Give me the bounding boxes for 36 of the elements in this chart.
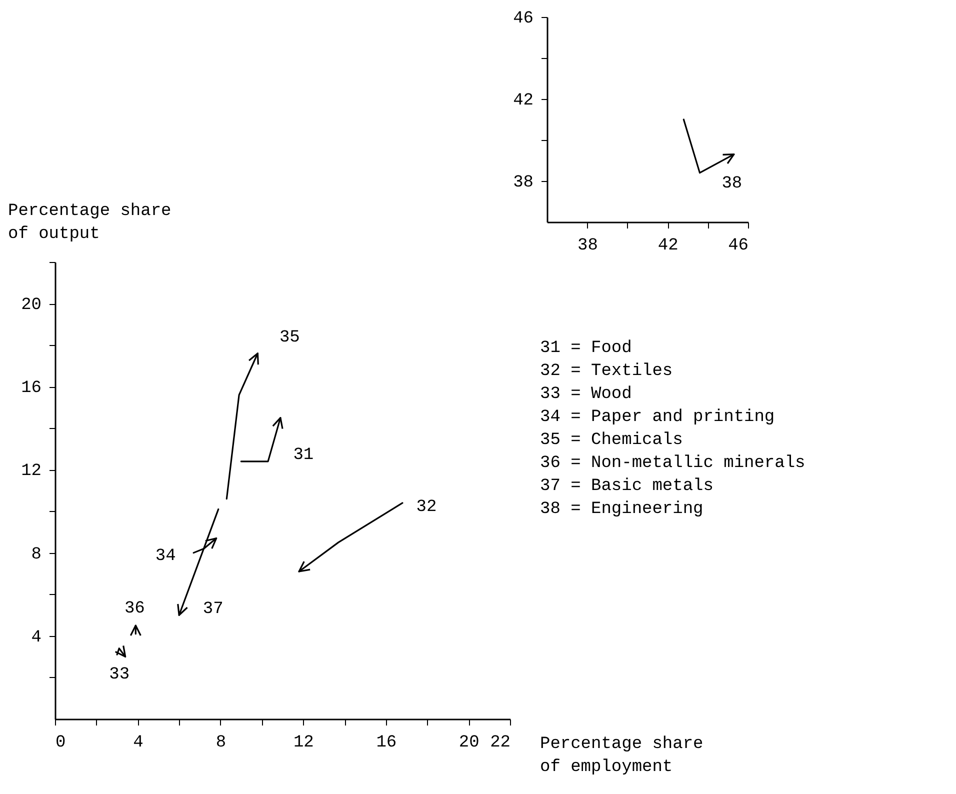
y-axis-title: Percentage share of output bbox=[8, 201, 172, 246]
x-tick-label: 0 bbox=[56, 734, 66, 752]
x-tick-label: 4 bbox=[133, 734, 144, 752]
x-tick-label: 38 bbox=[577, 236, 598, 256]
y-tick-label: 46 bbox=[513, 10, 534, 28]
y-tick-label: 20 bbox=[21, 296, 42, 316]
y-tick-label: 4 bbox=[31, 628, 42, 648]
series-label: 34 bbox=[155, 546, 176, 566]
series-label: 33 bbox=[109, 666, 130, 685]
text: 38 = Engineering bbox=[540, 499, 704, 521]
series-label: 37 bbox=[202, 600, 224, 620]
x-tick-label: 12 bbox=[293, 734, 314, 752]
y-tick-label: 16 bbox=[21, 379, 42, 398]
y-tick-label: 12 bbox=[21, 462, 42, 482]
x-tick-label: 42 bbox=[658, 236, 678, 256]
x-tick-label: 16 bbox=[376, 734, 397, 752]
text: 31 = Food bbox=[540, 338, 633, 360]
y-tick-label: 8 bbox=[31, 545, 42, 564]
series-label: 36 bbox=[124, 600, 145, 619]
text: 35 = Chemicals bbox=[540, 430, 684, 452]
y-tick-label: 38 bbox=[513, 174, 534, 192]
x-axis-title: Percentage share of employment bbox=[540, 734, 704, 779]
x-tick-label: 46 bbox=[728, 236, 748, 256]
series-label: 31 bbox=[293, 446, 314, 465]
x-tick-label: 8 bbox=[216, 734, 226, 752]
text: 36 = Non-metallic minerals bbox=[540, 453, 806, 475]
y-tick-label: 42 bbox=[513, 92, 534, 110]
text: 33 = Wood bbox=[540, 384, 633, 406]
text: 32 = Textiles bbox=[540, 361, 674, 383]
text: 37 = Basic metals bbox=[540, 476, 714, 498]
text: 34 = Paper and printing bbox=[540, 407, 776, 429]
x-tick-label: 22 bbox=[490, 734, 510, 752]
series-label: 38 bbox=[722, 174, 742, 194]
x-tick-label: 20 bbox=[458, 734, 480, 752]
series-label: 35 bbox=[279, 328, 300, 348]
series-label: 32 bbox=[416, 498, 437, 517]
